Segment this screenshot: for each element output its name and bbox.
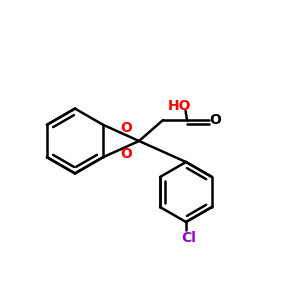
- Text: Cl: Cl: [182, 231, 196, 244]
- Text: HO: HO: [168, 99, 191, 112]
- Text: O: O: [121, 122, 132, 135]
- Text: O: O: [121, 147, 132, 160]
- Text: O: O: [209, 113, 221, 127]
